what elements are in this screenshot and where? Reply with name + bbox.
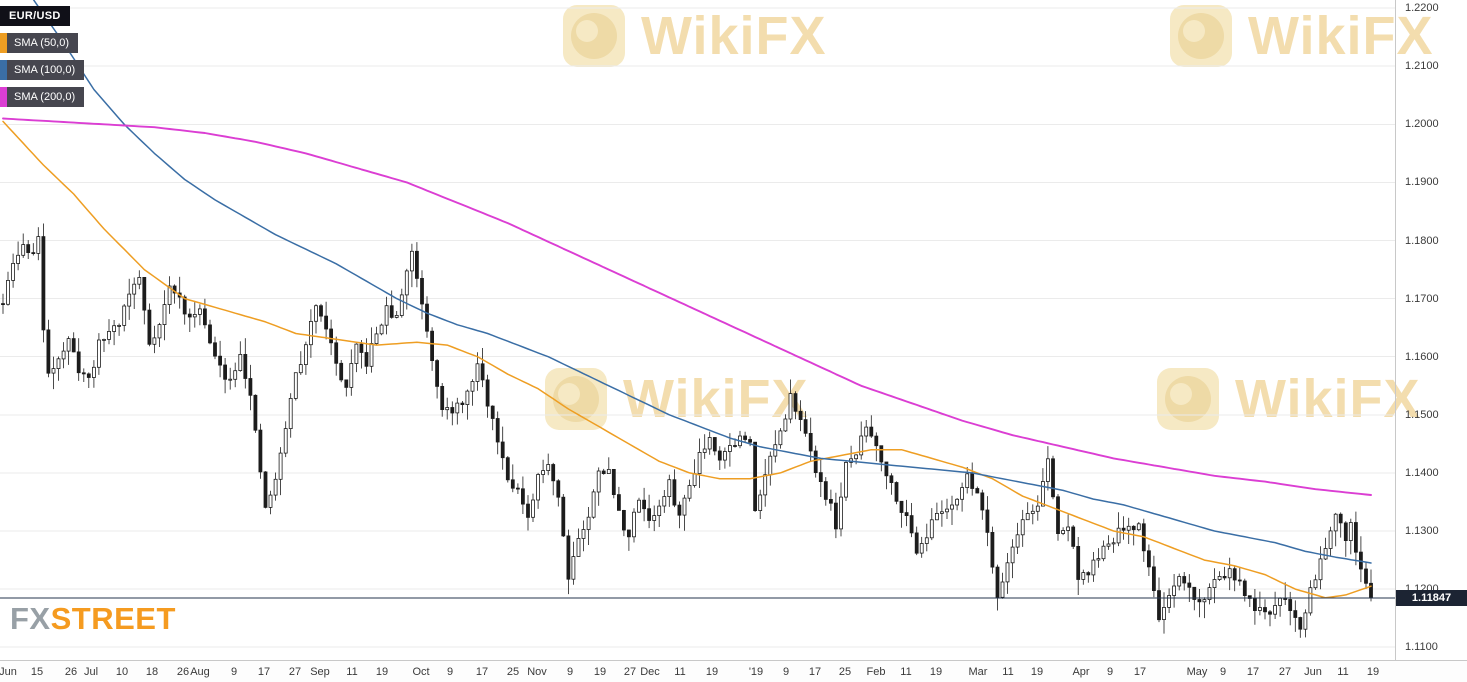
time-tick-label: 10	[115, 666, 129, 678]
time-tick-label: 17	[1246, 666, 1260, 678]
fxstreet-logo: FXSTREET	[10, 601, 176, 637]
price-tick-label: 1.1100	[1405, 641, 1438, 654]
price-axis[interactable]: 1.11847 1.2200 1.2100 1.2000 1.1900 1.1800 1.…	[1395, 0, 1467, 660]
time-tick-label: 17	[1133, 666, 1147, 678]
time-tick-label: 27	[288, 666, 302, 678]
time-tick-label: 19	[1030, 666, 1044, 678]
time-tick-label: 26	[176, 666, 190, 678]
time-tick-label: 25	[506, 666, 520, 678]
time-tick-label: 19	[1366, 666, 1380, 678]
time-tick-label: Aug	[190, 666, 210, 678]
sma50-color-swatch	[0, 33, 7, 53]
time-tick-label: 9	[782, 666, 790, 678]
fxstreet-logo-street: STREET	[50, 601, 176, 636]
time-tick-label: 27	[1278, 666, 1292, 678]
time-tick-label: 17	[257, 666, 271, 678]
sma100-color-swatch	[0, 60, 7, 80]
price-tick-label: 1.1400	[1405, 466, 1439, 479]
price-tick-label: 1.1800	[1405, 234, 1439, 247]
legend-item-sma200[interactable]: SMA (200,0)	[0, 87, 85, 107]
time-tick-label: 9	[566, 666, 574, 678]
time-tick-label: Mar	[968, 666, 988, 678]
fxstreet-logo-fx: FX	[10, 601, 51, 636]
time-tick-label: 9	[230, 666, 238, 678]
price-tick-label: 1.1700	[1405, 292, 1439, 305]
time-tick-label: Oct	[412, 666, 430, 678]
time-tick-label: 26	[64, 666, 78, 678]
last-price-badge: 1.11847	[1396, 590, 1467, 606]
time-tick-label: 19	[593, 666, 607, 678]
time-tick-label: 19	[929, 666, 943, 678]
time-tick-label: 9	[446, 666, 454, 678]
sma50-label: SMA (50,0)	[14, 37, 70, 49]
price-tick-label: 1.1900	[1405, 176, 1439, 189]
legend-item-sma100[interactable]: SMA (100,0)	[0, 60, 85, 80]
time-tick-label: 9	[1219, 666, 1227, 678]
sma200-label: SMA (200,0)	[14, 91, 76, 103]
symbol-badge[interactable]: EUR/USD	[0, 6, 70, 26]
time-tick-label: '19	[748, 666, 764, 678]
price-tick-label: 1.2000	[1405, 118, 1439, 131]
time-tick-label: 19	[375, 666, 389, 678]
legend: EUR/USD SMA (50,0) SMA (100,0) SMA (200,…	[0, 6, 85, 107]
chart-canvas[interactable]	[0, 0, 1395, 660]
time-tick-label: 9	[1106, 666, 1114, 678]
time-tick-label: 19	[705, 666, 719, 678]
price-tick-label: 1.2200	[1405, 2, 1439, 15]
time-tick-label: 11	[674, 666, 686, 678]
price-tick-label: 1.1500	[1405, 408, 1439, 421]
legend-item-sma50[interactable]: SMA (50,0)	[0, 33, 79, 53]
price-tick-label: 1.1300	[1405, 525, 1439, 537]
sma100-label: SMA (100,0)	[14, 64, 76, 76]
time-tick-label: 11	[346, 666, 358, 678]
time-tick-label: 25	[838, 666, 852, 678]
time-tick-label: Jun	[0, 666, 17, 678]
time-tick-label: Sep	[310, 666, 330, 678]
time-tick-label: 11	[900, 666, 912, 678]
time-tick-label: Nov	[527, 666, 547, 678]
time-axis[interactable]: Jun 15 26 Jul 10 18 26 Aug 9 17 27 Sep 11 19 Oct 9 17 25 N…	[0, 660, 1467, 682]
symbol-label: EUR/USD	[9, 10, 61, 22]
time-tick-label: 18	[145, 666, 159, 678]
price-tick-label: 1.1600	[1405, 350, 1439, 363]
time-tick-label: 11	[1337, 666, 1349, 678]
time-tick-label: Apr	[1072, 666, 1090, 678]
time-tick-label: 11	[1002, 666, 1014, 678]
time-tick-label: Dec	[640, 666, 660, 678]
time-tick-label: 17	[475, 666, 489, 678]
time-tick-label: May	[1186, 666, 1208, 678]
time-tick-label: Jul	[83, 666, 99, 678]
price-tick-label: 1.2100	[1405, 60, 1439, 73]
sma200-color-swatch	[0, 87, 7, 107]
time-tick-label: 15	[30, 666, 44, 678]
time-tick-label: Feb	[866, 666, 886, 678]
time-tick-label: Jun	[1304, 666, 1322, 678]
time-tick-label: 27	[623, 666, 637, 678]
time-tick-label: 17	[808, 666, 822, 678]
